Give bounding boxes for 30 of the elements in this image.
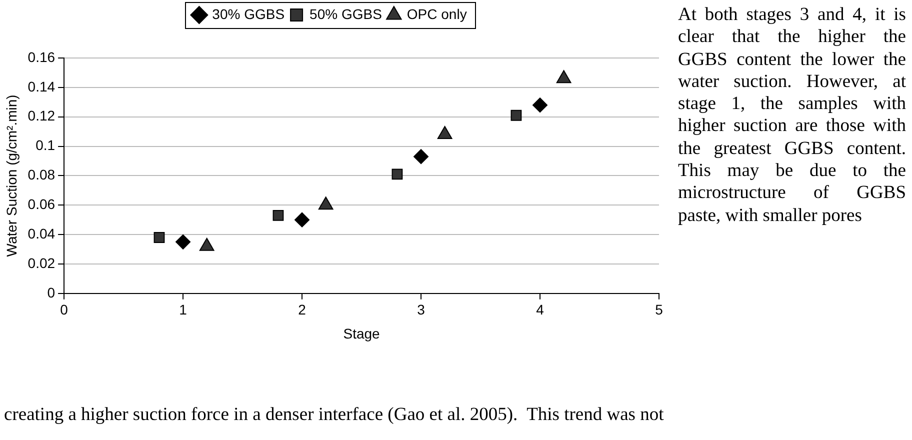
legend-label: 50% GGBS [310,6,382,22]
text: At both stages 3 and 4, it is clear that the higher the GGBS content the lower the water suction. However, at stage 1, the samples with higher suction are those with the greatest GGBS content. This may be due to the microstructure of GGBS paste, with smaller pores [678,5,906,226]
point [272,210,284,221]
point [392,168,403,180]
point [510,110,522,121]
y-tick-label: 0.02 [28,254,56,271]
legend-label: OPC only [406,6,467,22]
point [532,98,548,113]
point [154,232,165,243]
x-tick-label: 4 [536,302,544,318]
y-tick-label: 0.06 [28,196,56,212]
point [176,234,191,250]
x-tick-label: 3 [417,302,426,318]
x-tick-label: 5 [655,302,664,318]
y-axis-title: Water Suction (g/cm².min) [3,94,20,257]
x-axis-title: Stage [343,325,380,342]
x-tick-label: 0 [60,302,68,318]
y-tick-label: 0.16 [28,48,56,65]
x-tick-label: 1 [179,302,188,318]
point [414,149,429,164]
y-tick-label: 0.08 [28,166,56,183]
legend-label: 30% GGBS [212,6,285,22]
y-tick-label: 0.12 [28,108,56,124]
y-tick-label: 0 [47,284,56,300]
y-tick-label: 0.1 [36,137,56,154]
x-tick-label: 2 [298,302,306,318]
text: creating a higher suction force in a denser interface (Gao et al. 2005). This trend was not [4,404,665,426]
y-tick-label: 0.04 [28,225,56,242]
point [294,212,310,228]
y-tick-label: 0.14 [28,78,56,94]
